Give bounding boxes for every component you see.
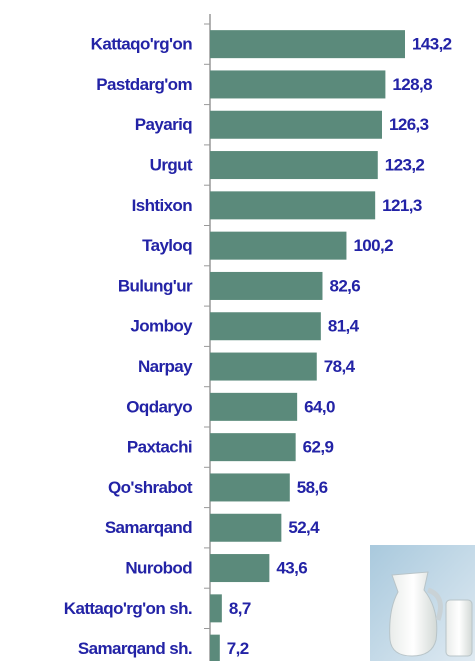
bar xyxy=(210,433,296,462)
value-label: 58,6 xyxy=(297,478,328,497)
category-label: Ishtixon xyxy=(132,196,193,215)
value-label: 62,9 xyxy=(303,438,334,457)
bar xyxy=(210,554,270,583)
bar xyxy=(210,352,317,381)
bar xyxy=(210,271,323,300)
value-label: 64,0 xyxy=(304,397,335,416)
bar xyxy=(210,231,347,260)
category-label: Samarqand sh. xyxy=(78,639,192,658)
category-label: Nurobod xyxy=(125,559,192,578)
value-label: 78,4 xyxy=(324,357,356,376)
value-label: 8,7 xyxy=(229,599,251,618)
category-label: Qo'shrabot xyxy=(108,478,193,497)
bar xyxy=(210,634,220,661)
value-label: 128,8 xyxy=(392,75,432,94)
bar xyxy=(210,110,382,139)
bar xyxy=(210,392,298,421)
category-label: Kattaqo'rg'on sh. xyxy=(64,599,192,618)
category-label: Jomboy xyxy=(130,317,193,336)
category-label: Bulung'ur xyxy=(118,276,193,295)
category-label: Samarqand xyxy=(105,518,192,537)
value-label: 43,6 xyxy=(276,559,307,578)
category-label: Tayloq xyxy=(142,236,192,255)
category-label: Oqdaryo xyxy=(126,397,192,416)
category-label: Payariq xyxy=(135,115,192,134)
value-label: 82,6 xyxy=(329,276,360,295)
category-label: Narpay xyxy=(138,357,193,376)
category-label: Pastdarg'om xyxy=(96,75,192,94)
value-label: 123,2 xyxy=(385,156,425,175)
bar xyxy=(210,70,386,99)
bar xyxy=(210,151,378,180)
value-label: 81,4 xyxy=(328,317,360,336)
value-label: 100,2 xyxy=(353,236,393,255)
value-label: 126,3 xyxy=(389,115,429,134)
value-label: 143,2 xyxy=(412,35,452,54)
value-label: 121,3 xyxy=(382,196,422,215)
bar xyxy=(210,312,321,341)
category-label: Urgut xyxy=(150,156,193,175)
bar xyxy=(210,473,290,502)
bar xyxy=(210,594,222,623)
category-label: Kattaqo'rg'on xyxy=(91,35,193,54)
value-label: 7,2 xyxy=(227,639,249,658)
milk-picture xyxy=(370,545,475,661)
bar xyxy=(210,513,282,542)
value-label: 52,4 xyxy=(288,518,320,537)
bar xyxy=(210,30,405,59)
bar xyxy=(210,191,376,220)
category-label: Paxtachi xyxy=(127,438,192,457)
